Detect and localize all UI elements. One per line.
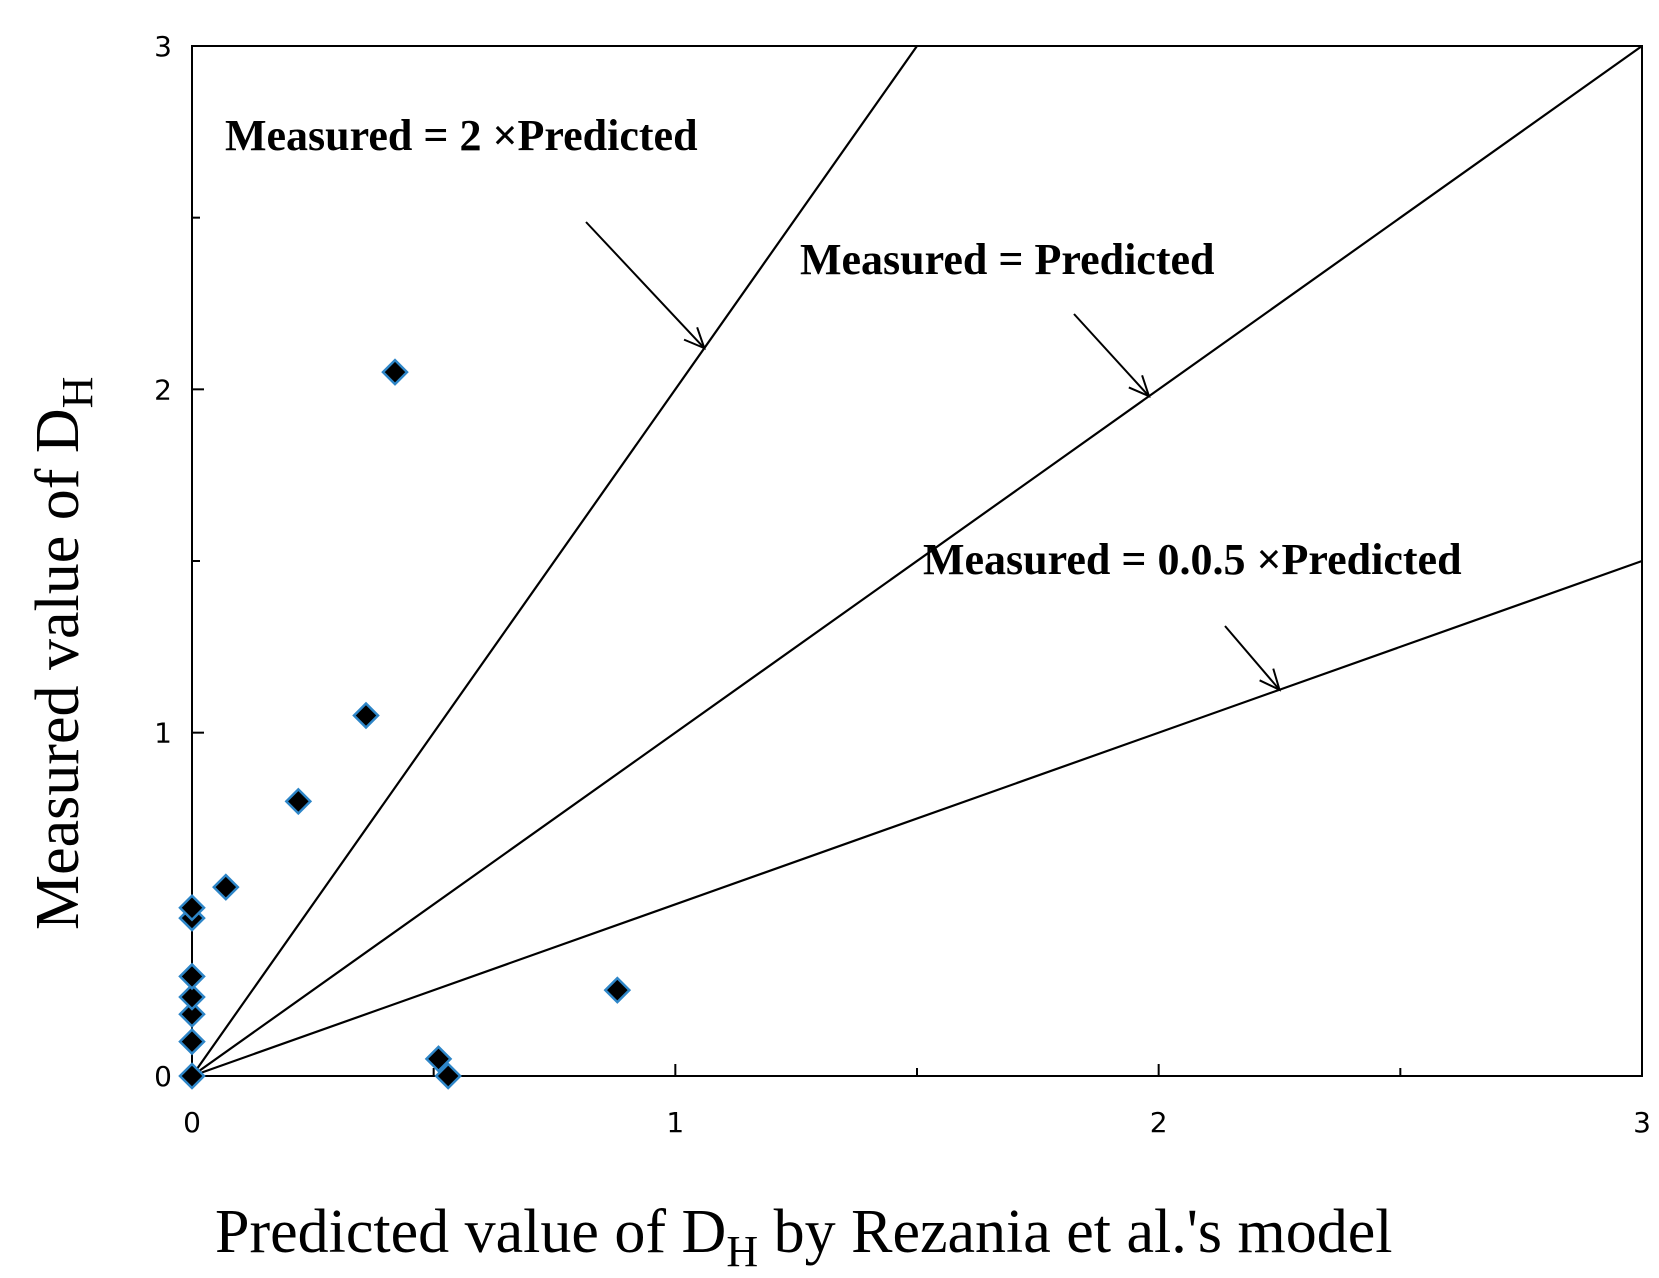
annotation-arrow	[1074, 314, 1149, 396]
reference-line	[192, 46, 917, 1076]
annotation-arrows	[586, 222, 1280, 690]
y-tick-label: 0	[154, 1060, 172, 1093]
data-points	[180, 360, 629, 1088]
annotation-arrow	[586, 222, 704, 348]
y-axis-title: Measured value of DH	[24, 377, 102, 930]
annotation-label: Measured = 2 ×Predicted	[225, 111, 698, 160]
data-point	[383, 360, 407, 384]
x-tick-label: 3	[1633, 1106, 1651, 1139]
y-axis-title-subscript: H	[53, 377, 102, 409]
y-tick-label: 3	[154, 30, 172, 63]
data-point	[605, 978, 629, 1002]
axis-tick-labels: 0 1 2 3 0 1 2 3	[154, 30, 1651, 1139]
data-point	[214, 875, 238, 899]
reference-line	[192, 561, 1642, 1076]
data-point	[180, 1030, 204, 1054]
y-tick-label: 2	[154, 373, 172, 406]
x-axis-title-subscript: H	[726, 1227, 758, 1276]
y-tick-label: 1	[154, 717, 172, 750]
annotation-arrow	[1225, 626, 1280, 690]
annotation-label: Measured = 0.0.5 ×Predicted	[923, 535, 1462, 584]
annotation-label: Measured = Predicted	[800, 235, 1214, 284]
data-point	[180, 1064, 204, 1088]
x-axis-title-suffix: by Rezania et al.'s model	[758, 1198, 1392, 1266]
x-axis-title: Predicted value of DH by Rezania et al.'…	[215, 1198, 1393, 1276]
x-tick-label: 0	[183, 1106, 201, 1139]
x-tick-label: 1	[666, 1106, 684, 1139]
x-tick-label: 2	[1150, 1106, 1168, 1139]
data-point	[286, 789, 310, 813]
scatter-chart: 0 1 2 30123 Measured = 2 ×PredictedMeasured…	[0, 0, 1659, 1278]
data-point	[180, 964, 204, 988]
data-point	[354, 704, 378, 728]
annotations: Measured = 2 ×Predicted Measured = Predic…	[225, 111, 1462, 584]
